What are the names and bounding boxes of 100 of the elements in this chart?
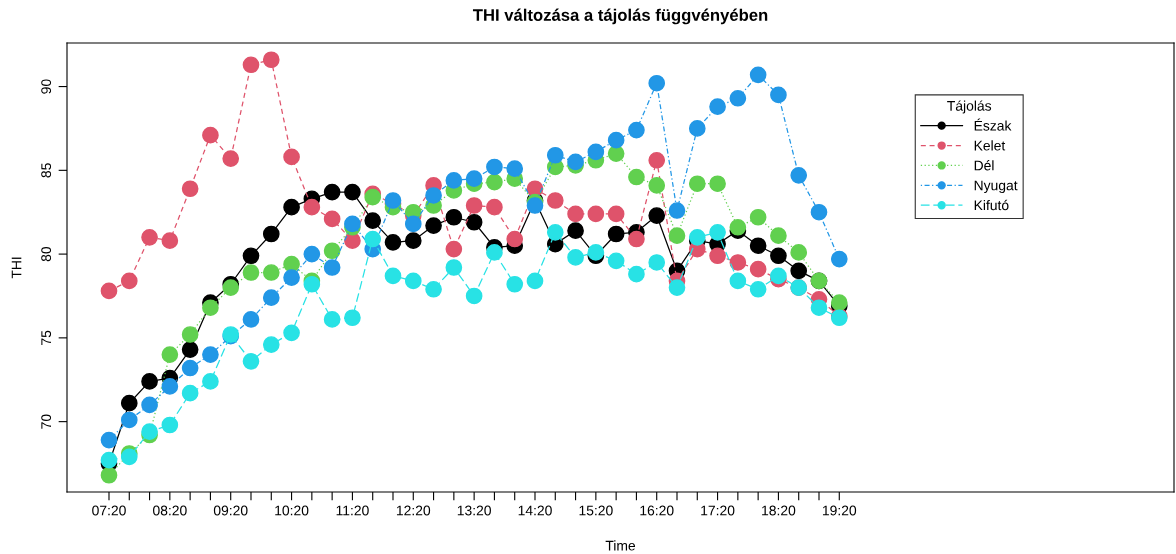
point — [688, 229, 706, 246]
point — [120, 411, 138, 429]
legend-label: Észak — [974, 118, 1012, 131]
point — [729, 218, 747, 236]
point — [810, 299, 828, 317]
point — [587, 143, 605, 161]
point — [262, 289, 280, 306]
point — [404, 272, 422, 290]
point — [141, 229, 158, 246]
point — [607, 225, 625, 243]
point — [607, 205, 625, 223]
point — [648, 254, 666, 271]
point — [364, 212, 382, 229]
point — [161, 232, 179, 250]
point — [100, 451, 118, 469]
point — [181, 180, 199, 198]
point — [283, 148, 300, 166]
x-tick-label: 16:20 — [640, 505, 674, 516]
point — [242, 352, 260, 370]
point — [709, 175, 726, 193]
point — [242, 56, 260, 74]
point — [222, 279, 240, 296]
point — [567, 205, 584, 223]
point — [546, 223, 564, 241]
point — [607, 131, 625, 149]
point — [790, 244, 808, 261]
x-tick-label: 13:20 — [457, 505, 491, 516]
point — [222, 150, 240, 167]
point — [242, 311, 260, 328]
point — [607, 252, 625, 270]
legend-title: Tájolás — [947, 100, 992, 114]
point — [688, 120, 706, 137]
x-tick-label: 10:20 — [275, 505, 309, 516]
point — [628, 168, 645, 186]
x-tick-label: 19:20 — [822, 505, 857, 516]
legend-label: Kifutó — [974, 199, 1009, 211]
point — [181, 359, 199, 377]
point — [161, 346, 179, 363]
point — [465, 170, 483, 188]
point — [770, 227, 787, 245]
x-tick-label: 14:20 — [518, 505, 552, 516]
point — [729, 89, 747, 107]
point — [425, 217, 442, 234]
point — [242, 247, 260, 265]
y-tick-label: 80 — [41, 246, 52, 262]
point — [202, 126, 219, 144]
point — [790, 167, 808, 184]
point — [506, 230, 524, 248]
point — [323, 311, 341, 328]
point — [486, 173, 503, 191]
point — [262, 336, 280, 353]
point — [100, 466, 118, 484]
point — [404, 232, 422, 250]
point — [790, 262, 808, 280]
point — [587, 244, 605, 261]
point — [323, 242, 341, 260]
point — [344, 183, 361, 201]
point — [465, 213, 483, 231]
point — [303, 245, 321, 263]
point — [445, 208, 463, 226]
x-tick-label: 07:20 — [92, 505, 126, 516]
point — [141, 373, 158, 390]
point — [567, 249, 584, 266]
point — [729, 254, 747, 271]
y-axis-title: THI — [11, 257, 22, 279]
point — [770, 247, 787, 265]
point — [404, 215, 422, 233]
point — [628, 121, 645, 139]
point — [181, 341, 199, 358]
point — [749, 260, 767, 278]
point — [262, 264, 280, 281]
point — [445, 240, 463, 258]
point — [709, 223, 726, 241]
point — [486, 198, 503, 216]
legend-label: Dél — [974, 160, 994, 171]
point — [749, 208, 767, 226]
x-axis-title: Time — [605, 540, 636, 551]
point — [120, 448, 138, 466]
point — [546, 146, 564, 164]
point — [506, 160, 524, 177]
point — [648, 177, 666, 194]
point — [120, 394, 138, 412]
point — [120, 272, 138, 290]
x-tick-label: 15:20 — [579, 505, 613, 516]
point — [100, 282, 118, 300]
x-tick-label: 18:20 — [762, 505, 796, 516]
point — [445, 172, 463, 189]
point — [425, 187, 442, 204]
point — [668, 202, 686, 219]
point — [262, 51, 280, 69]
point — [283, 269, 300, 286]
point — [384, 234, 402, 251]
point — [709, 247, 726, 265]
point — [486, 244, 503, 261]
point — [567, 222, 584, 239]
point — [303, 198, 321, 216]
point — [141, 396, 158, 414]
point — [628, 265, 645, 283]
point — [202, 373, 219, 390]
y-tick-label: 85 — [41, 163, 52, 178]
